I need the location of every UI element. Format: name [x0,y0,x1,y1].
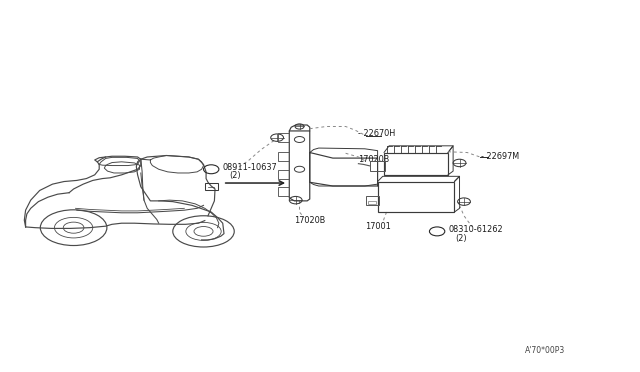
Bar [278,133,289,142]
Bar [378,182,454,212]
Bar [278,152,289,161]
Bar [370,161,385,171]
Bar [278,170,289,179]
Bar [205,183,218,190]
Text: (2): (2) [229,171,241,180]
Text: A'70*00P3: A'70*00P3 [525,346,565,355]
Text: 17001: 17001 [365,222,390,231]
Bar [278,187,289,196]
Bar [384,153,448,175]
Text: - 22697M: - 22697M [481,153,520,161]
Text: 08911-10637: 08911-10637 [223,163,277,171]
Text: (2): (2) [455,234,467,243]
Text: 17020B: 17020B [358,155,390,164]
Text: - 22670H: - 22670H [358,129,396,138]
Text: 08310-61262: 08310-61262 [449,225,503,234]
Bar [368,201,376,204]
Bar [366,196,379,205]
Text: 17020B: 17020B [294,216,326,225]
